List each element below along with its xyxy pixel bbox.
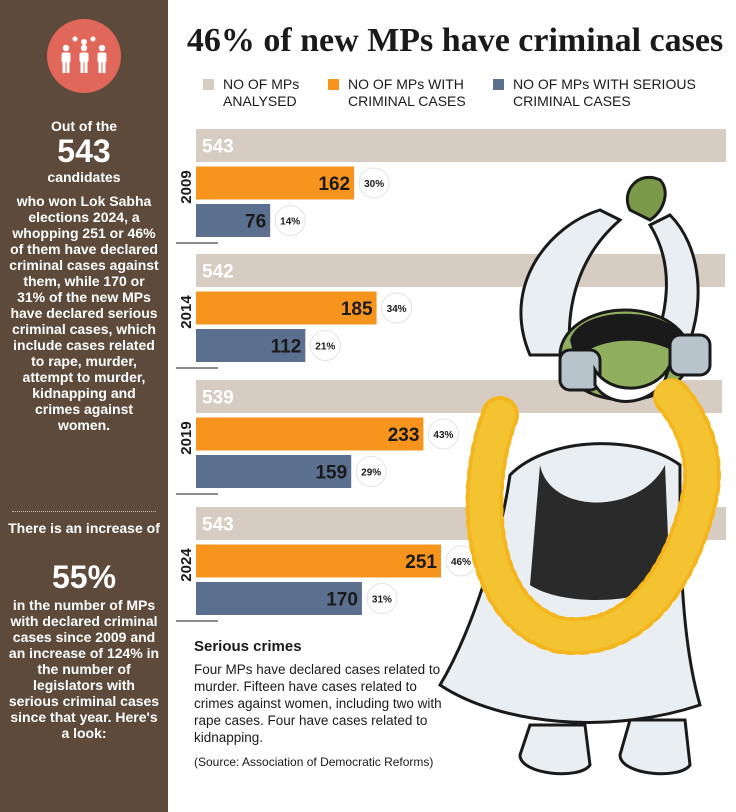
bar-value-2-2019: 159	[315, 463, 347, 484]
bar-2-2019	[196, 455, 352, 488]
chart-title: 46% of new MPs have criminal cases	[186, 22, 724, 59]
sidebar-candidates: candidates	[47, 169, 121, 185]
bar-value-2-2009: 76	[245, 212, 266, 233]
note-body: Four MPs have declared cases related to …	[194, 662, 442, 745]
year-label-2024: 2024	[178, 548, 195, 582]
bar-2-2009	[196, 204, 271, 237]
people-group-icon	[47, 19, 121, 93]
legend-label-criminal: NO OF MPs WITH CRIMINAL CASES	[348, 76, 466, 109]
legend-label-analysed: NO OF MPs ANALYSED	[223, 76, 300, 109]
serious-crimes-note: Serious crimes Four MPs have declared ca…	[194, 638, 444, 769]
politician-cartoon-illustration	[437, 175, 721, 776]
year-label-2019: 2019	[178, 421, 195, 454]
bar-2-2024	[196, 582, 362, 615]
percent-badge-2-2009	[274, 205, 306, 236]
legend-swatch-serious	[493, 79, 504, 90]
bar-value-2-2014: 112	[271, 337, 302, 358]
legend-label-serious: NO OF MPs WITH SERIOUS CRIMINAL CASES	[513, 76, 696, 109]
bar-0-2009	[196, 129, 726, 162]
bar-value-0-2009: 543	[202, 137, 234, 158]
year-label-2014: 2014	[178, 295, 195, 329]
percent-label-2-2014: 21%	[315, 342, 335, 353]
bar-2-2014	[196, 329, 306, 362]
bar-value-0-2014: 542	[202, 262, 234, 283]
sidebar-intro: Out of the	[50, 118, 118, 134]
bar-1-2009	[196, 166, 355, 200]
note-source: (Source: Association of Democratic Refor…	[194, 755, 434, 769]
percent-label-2-2009: 14%	[280, 217, 300, 228]
bar-value-0-2024: 543	[202, 515, 234, 536]
bar-value-2-2024: 170	[326, 590, 358, 611]
sidebar-panel: Out of the 543 candidates who won Lok Sa…	[0, 0, 168, 812]
sidebar-paragraph-1: who won Lok Sabha elections 2024, a whop…	[9, 193, 159, 433]
legend-swatch-criminal	[328, 79, 339, 90]
percent-label-2-2019: 29%	[361, 468, 381, 479]
sidebar-total: 543	[57, 133, 111, 169]
sidebar-divider	[12, 511, 156, 512]
percent-badge-2-2014	[309, 330, 341, 361]
year-label-2009: 2009	[178, 170, 195, 203]
legend-swatch-analysed	[203, 79, 214, 90]
bar-1-2014	[196, 291, 377, 325]
sidebar-increase-value: 55%	[51, 559, 117, 595]
bar-value-0-2019: 539	[202, 388, 234, 409]
note-title: Serious crimes	[194, 638, 302, 655]
sidebar-paragraph-2: in the number of MPs with declared crimi…	[8, 597, 160, 741]
bar-value-1-2009: 162	[318, 174, 350, 195]
sidebar-increase-intro: There is an increase of	[8, 520, 160, 536]
bar-value-1-2014: 185	[341, 299, 373, 320]
